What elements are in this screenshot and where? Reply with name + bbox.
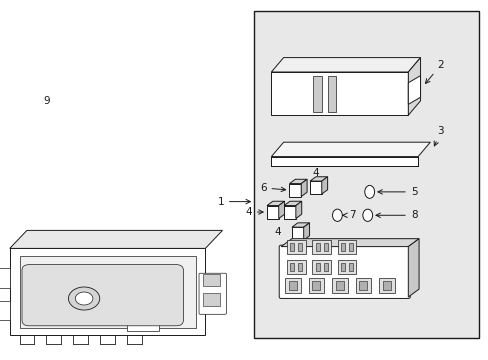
Bar <box>315 263 319 271</box>
Text: 7: 7 <box>342 210 355 220</box>
Bar <box>0 268 10 288</box>
FancyBboxPatch shape <box>22 265 183 326</box>
Polygon shape <box>271 142 429 157</box>
Bar <box>355 278 370 293</box>
Text: 9: 9 <box>43 96 50 106</box>
Bar <box>359 281 366 290</box>
Polygon shape <box>266 206 278 219</box>
Polygon shape <box>289 184 301 197</box>
Text: 8: 8 <box>375 210 417 220</box>
Text: 2: 2 <box>425 60 444 84</box>
Bar <box>337 260 356 274</box>
Text: 4: 4 <box>273 227 280 237</box>
Polygon shape <box>271 58 420 72</box>
Bar <box>298 243 302 251</box>
Bar <box>254 11 478 338</box>
Polygon shape <box>407 76 420 104</box>
Polygon shape <box>271 72 407 115</box>
Bar <box>298 263 302 271</box>
Polygon shape <box>10 248 205 335</box>
Text: 6: 6 <box>259 183 285 193</box>
Polygon shape <box>291 227 303 240</box>
Bar <box>341 243 345 251</box>
Bar <box>341 263 345 271</box>
Bar <box>308 278 324 293</box>
Polygon shape <box>289 179 306 184</box>
Bar <box>337 240 356 254</box>
Polygon shape <box>281 239 418 247</box>
FancyBboxPatch shape <box>279 245 409 298</box>
Polygon shape <box>284 201 301 206</box>
Polygon shape <box>309 177 327 181</box>
Bar <box>323 243 327 251</box>
Bar <box>286 260 305 274</box>
Text: 5: 5 <box>377 187 417 197</box>
Circle shape <box>75 292 93 305</box>
Bar <box>312 76 321 112</box>
Bar <box>290 243 294 251</box>
Text: 4: 4 <box>244 207 263 217</box>
Polygon shape <box>407 58 420 115</box>
Bar <box>0 301 10 320</box>
Polygon shape <box>291 223 309 227</box>
Bar <box>348 263 352 271</box>
Bar <box>348 243 352 251</box>
Bar <box>323 263 327 271</box>
Bar <box>290 263 294 271</box>
Text: 4: 4 <box>312 168 319 178</box>
Bar <box>127 302 159 331</box>
Bar <box>315 243 319 251</box>
Text: 1: 1 <box>217 197 250 207</box>
Bar <box>335 281 343 290</box>
Circle shape <box>68 287 100 310</box>
FancyBboxPatch shape <box>199 273 226 314</box>
Polygon shape <box>301 179 306 197</box>
Bar <box>327 76 336 112</box>
Polygon shape <box>321 177 327 194</box>
Polygon shape <box>407 239 418 297</box>
Bar <box>312 281 320 290</box>
Bar <box>285 278 300 293</box>
Polygon shape <box>278 201 284 219</box>
Bar <box>203 293 220 306</box>
Polygon shape <box>271 157 417 166</box>
Bar <box>312 240 330 254</box>
Ellipse shape <box>332 209 342 221</box>
Bar <box>378 278 394 293</box>
Bar <box>288 281 296 290</box>
Bar <box>286 240 305 254</box>
Bar <box>331 278 347 293</box>
Bar <box>203 274 220 286</box>
Ellipse shape <box>364 185 374 198</box>
Polygon shape <box>303 223 309 240</box>
Polygon shape <box>10 230 222 248</box>
Bar <box>382 281 390 290</box>
Polygon shape <box>266 201 284 206</box>
Ellipse shape <box>362 209 372 221</box>
Polygon shape <box>284 206 295 219</box>
Text: 3: 3 <box>433 126 444 146</box>
Polygon shape <box>295 201 301 219</box>
Polygon shape <box>309 181 321 194</box>
Bar <box>312 260 330 274</box>
Polygon shape <box>20 256 195 328</box>
